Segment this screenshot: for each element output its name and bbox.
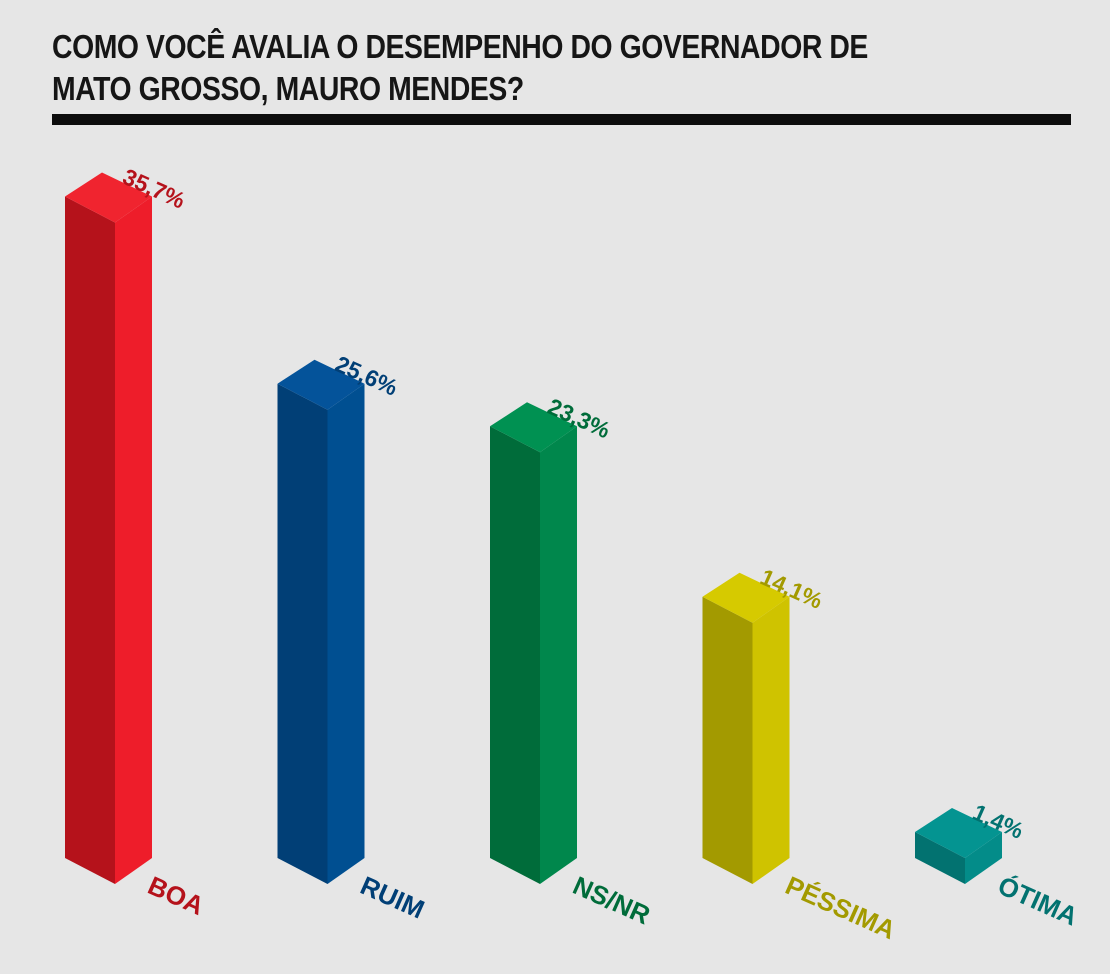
bar-otima: 1,4%ÓTIMA [915, 799, 1082, 932]
bar-side-ns-nr [490, 426, 540, 884]
bar-top-boa [65, 172, 152, 223]
category-label-otima: ÓTIMA [994, 870, 1083, 932]
bar-top-ruim [277, 359, 365, 410]
bar-pessima: 14,1%PÉSSIMA [702, 564, 900, 945]
bar-front-pessima [752, 596, 790, 884]
chart-title: COMO VOCÊ AVALIA O DESEMPENHO DO GOVERNA… [52, 28, 868, 107]
bar-ns-nr: 23,3%NS/NR [490, 393, 655, 930]
category-label-ruim: RUIM [356, 870, 429, 924]
category-label-pessima: PÉSSIMA [781, 870, 900, 945]
bar-front-otima [965, 832, 1002, 884]
bar-front-boa [115, 196, 152, 884]
bar-front-ruim [327, 383, 365, 884]
category-label-ns-nr: NS/NR [569, 870, 655, 930]
bar-side-ruim [277, 383, 328, 884]
bar-front-ns-nr [540, 426, 577, 884]
bar-top-otima [915, 808, 1002, 859]
bar-side-boa [65, 196, 115, 884]
bar-boa: 35,7%BOA [65, 163, 209, 921]
bar-side-otima [915, 832, 965, 884]
bar-side-pessima [702, 596, 753, 884]
bar-ruim: 25,6%RUIM [277, 351, 429, 925]
category-label-boa: BOA [144, 870, 209, 921]
bar-top-ns-nr [490, 402, 577, 453]
title-divider [52, 114, 1071, 125]
bar-top-pessima [702, 572, 790, 623]
